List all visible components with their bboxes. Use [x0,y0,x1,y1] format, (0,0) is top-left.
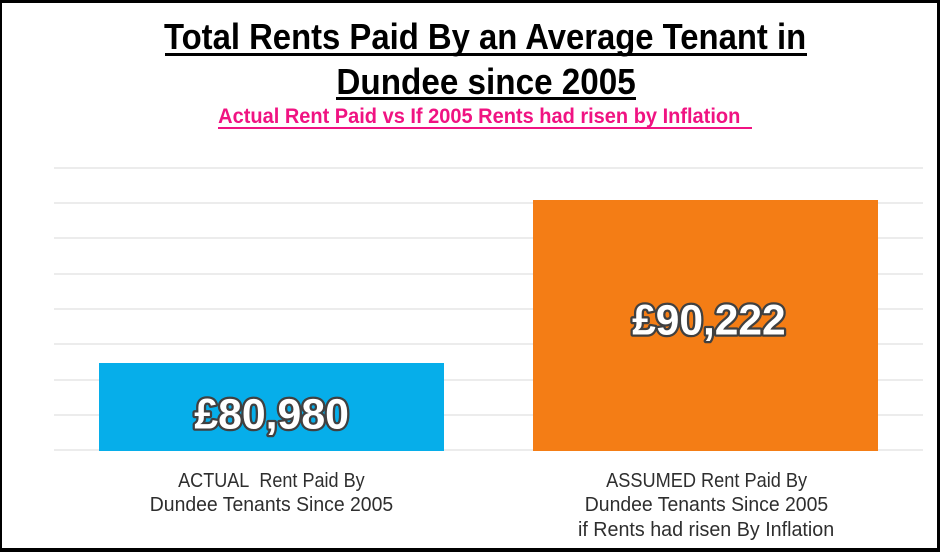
svg-text:£80,980: £80,980 [194,391,349,438]
svg-text:£90,222: £90,222 [632,298,786,345]
